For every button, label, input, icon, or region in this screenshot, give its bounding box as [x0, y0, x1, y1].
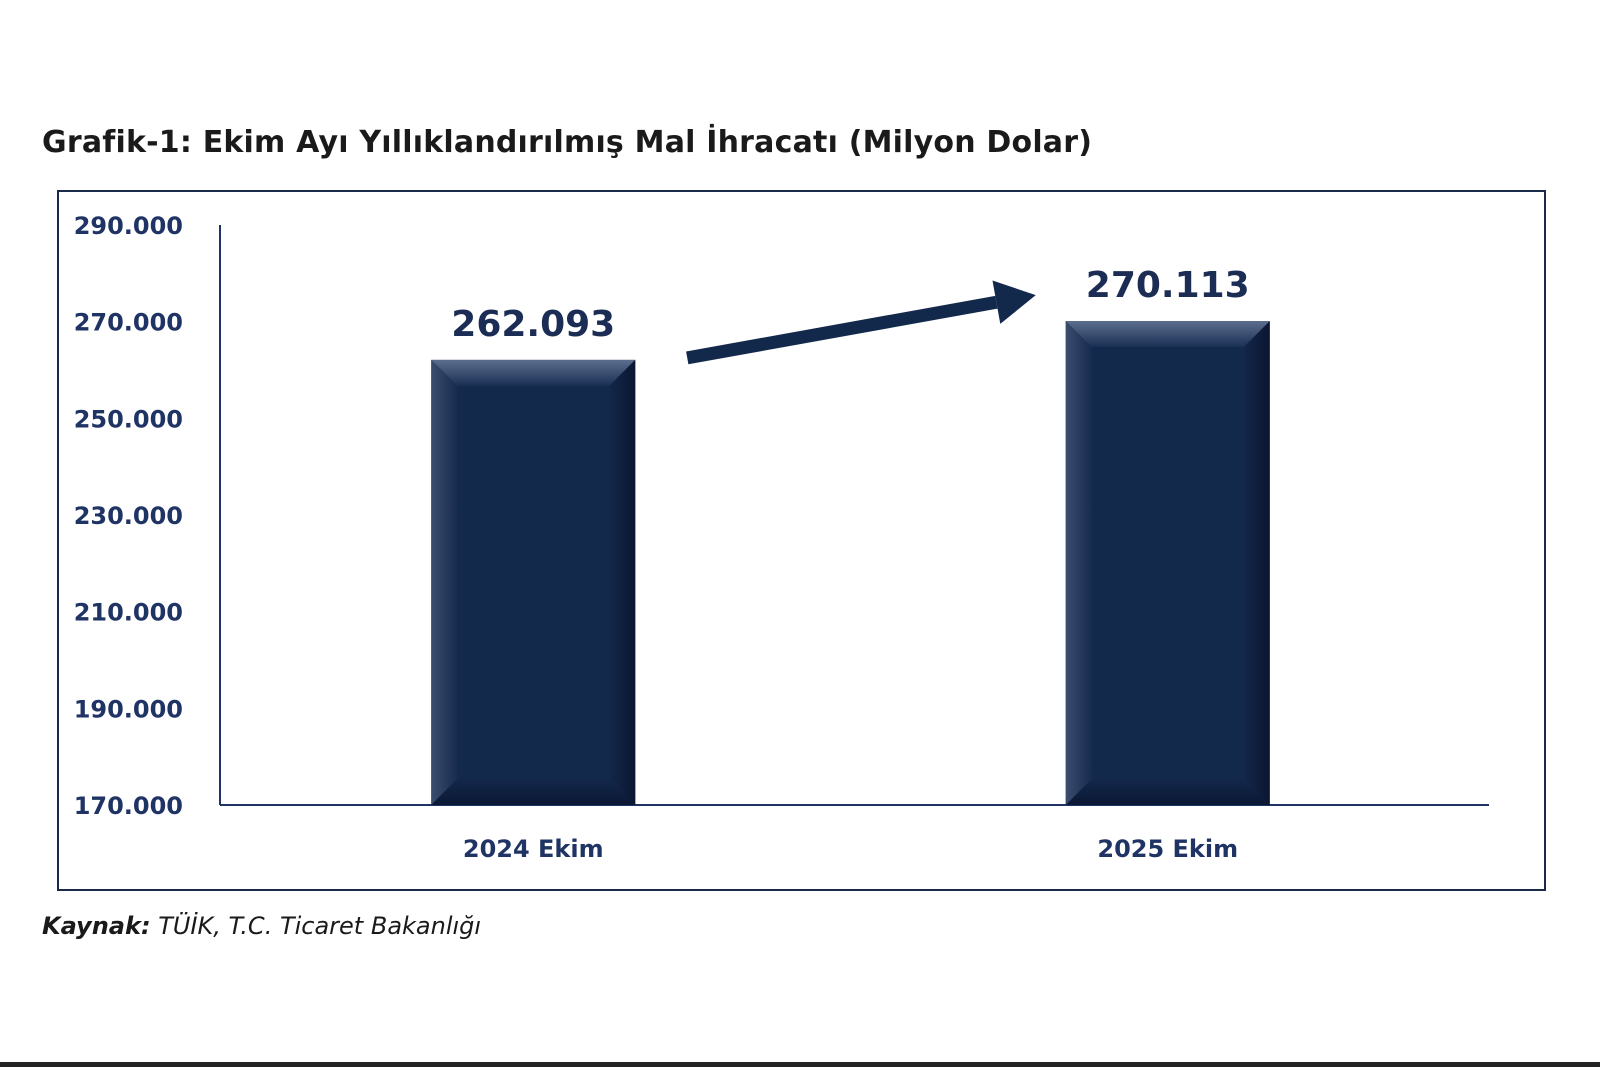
bar-bevel-bottom [431, 779, 636, 805]
chart-frame: 170.000 190.000 210.000 230.000 250.000 270.0… [57, 190, 1546, 891]
bar-bevel-left [431, 359, 458, 805]
bar-bevel-right [609, 359, 636, 805]
bar-value-label: 270.113 [1086, 265, 1250, 306]
bottom-divider [0, 1062, 1600, 1067]
bar [431, 359, 636, 805]
y-tick-label: 250.000 [74, 405, 183, 433]
y-tick-label: 210.000 [74, 599, 183, 627]
trend-arrow-icon [686, 280, 1036, 365]
x-category-label: 2024 Ekim [463, 835, 604, 863]
y-tick-label: 170.000 [74, 792, 183, 820]
bar-bevel-top [431, 359, 636, 386]
y-tick-label: 270.000 [74, 309, 183, 337]
bar-value-label: 262.093 [451, 304, 615, 345]
y-tick-label: 290.000 [74, 212, 183, 240]
bar-bevel-left [1065, 321, 1092, 805]
chart-title: Grafik-1: Ekim Ayı Yıllıklandırılmış Mal… [42, 125, 1093, 160]
bar-chart: 170.000 190.000 210.000 230.000 250.000 270.0… [74, 212, 1489, 863]
y-tick-label: 190.000 [74, 695, 183, 723]
bar [1065, 321, 1270, 805]
bar-bevel-bottom [1065, 779, 1270, 805]
value-labels: 262.093 270.113 [451, 265, 1249, 345]
bar-bevel-top [1065, 321, 1270, 348]
x-category-label: 2025 Ekim [1097, 835, 1238, 863]
bar-body [431, 359, 636, 805]
bar-bevel-right [1243, 321, 1270, 805]
source-text: TÜİK, T.C. Ticaret Bakanlığı [158, 912, 482, 940]
bar-body [1065, 321, 1270, 805]
y-axis-tick-labels: 170.000 190.000 210.000 230.000 250.000 270.0… [74, 212, 183, 820]
trend-arrow-shaft [686, 295, 998, 365]
trend-arrow-head [992, 280, 1036, 324]
source-note: Kaynak: TÜİK, T.C. Ticaret Bakanlığı [42, 912, 481, 940]
source-label: Kaynak: [42, 912, 151, 940]
bars [431, 321, 1270, 805]
y-tick-label: 230.000 [74, 502, 183, 530]
x-axis-category-labels: 2024 Ekim 2025 Ekim [463, 835, 1238, 863]
